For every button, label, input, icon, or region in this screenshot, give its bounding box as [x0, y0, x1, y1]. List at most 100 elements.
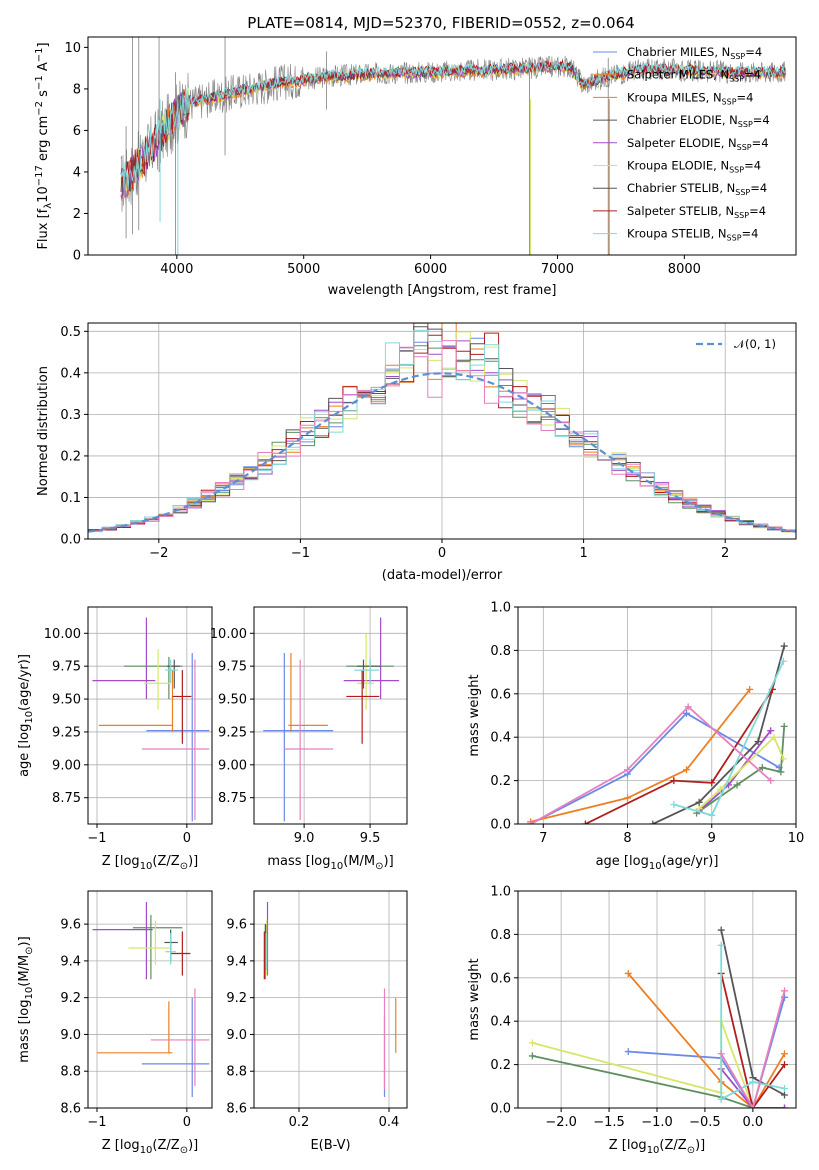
y-tick-label: 9.00 [52, 758, 81, 773]
x-tick-label: 5000 [287, 262, 320, 277]
y-tick-label: 0.1 [60, 491, 81, 506]
legend-entry: Kroupa MILES, NSSP=4 [627, 90, 753, 106]
x-tick-label: −2 [149, 546, 168, 561]
y-tick-label: 9.6 [226, 918, 247, 933]
x-axis-label: age [log10(age/yr)] [596, 854, 719, 872]
x-tick-label: 8000 [668, 262, 701, 277]
model-spectrum-line [120, 63, 787, 199]
x-tick-label: 0.4 [379, 1115, 400, 1130]
normal-curve [88, 372, 796, 533]
axes-frame [253, 606, 408, 825]
spectrum-curves [120, 37, 787, 255]
errorbars [263, 617, 400, 822]
y-tick-label: 10.00 [210, 627, 247, 642]
weight-marker [779, 657, 787, 665]
axes-frame [87, 322, 797, 540]
y-axis-label: mass [log10(M/M⊙)] [17, 936, 35, 1062]
weight-marker [670, 777, 678, 785]
y-tick-label: 9.2 [226, 991, 247, 1006]
weight-marker [777, 768, 785, 776]
y-tick-label: 0.0 [60, 533, 81, 548]
weight-marker [767, 727, 775, 735]
weight-line [698, 735, 785, 810]
y-tick-label: 9.00 [218, 758, 247, 773]
y-tick-label: 8.8 [226, 1065, 247, 1080]
y-tick-label: 9.50 [218, 693, 247, 708]
weight-marker [624, 766, 632, 774]
y-tick-label: 9.50 [52, 693, 81, 708]
y-tick-label: 9.75 [218, 660, 247, 675]
weight-marker [708, 779, 716, 787]
figure-title: PLATE=0814, MJD=52370, FIBERID=0552, z=0… [247, 14, 634, 32]
weight-marker [528, 1039, 536, 1047]
y-tick-label: 0.8 [490, 928, 511, 943]
y-tick-label: 0.6 [490, 971, 511, 986]
axes-frame [253, 890, 408, 1109]
weight-marker [780, 722, 788, 730]
errorbars [92, 617, 210, 822]
weight-marker [670, 800, 678, 808]
weight-marker [649, 820, 657, 824]
weight-marker [716, 785, 724, 793]
y-axis-label: mass weight [467, 958, 482, 1040]
y-tick-label: 1.0 [490, 885, 511, 900]
model-spectrum-line [120, 61, 787, 200]
axes-frame [87, 36, 797, 256]
weight-line [628, 997, 786, 1108]
y-axis-label: age [log10(age/yr)] [17, 654, 35, 777]
y-tick-label: 0.2 [490, 1058, 511, 1073]
x-tick-label: 4000 [160, 262, 193, 277]
legend-entry: Chabrier ELODIE, NSSP=4 [627, 113, 770, 129]
y-tick-label: 0.3 [60, 408, 81, 423]
y-tick-label: 8.8 [60, 1065, 81, 1080]
weight-marker [717, 941, 725, 949]
x-tick-label: 1 [579, 546, 587, 561]
spectrum-panel: 4000 5000 6000 7000 8000 0 2 4 6 8 10 wavelength [A… [34, 37, 787, 298]
y-tick-label: 0.4 [490, 1015, 511, 1030]
weight-line [720, 945, 785, 1101]
y-tick-label: 4 [73, 165, 81, 180]
x-axis-label: Z [log10(Z/Z⊙)] [609, 1138, 705, 1156]
weight-marker [749, 1104, 757, 1108]
age-vs-metallicity-panel: −1 0 8.75 9.00 9.25 9.50 9.75 10.00 Z [log10(Z/Z… [17, 606, 213, 872]
x-tick-label: −2.0 [545, 1115, 577, 1130]
x-axis-label: (data-model)/error [382, 568, 503, 583]
y-tick-label: 0.0 [490, 818, 511, 833]
weight-line [530, 712, 780, 824]
y-axis-label: mass weight [467, 674, 482, 756]
weight-marker [684, 703, 692, 711]
weight-marker [682, 709, 690, 717]
mass-vs-metallicity-panel: −1 0 8.6 8.8 9.0 9.2 9.4 9.6 Z [log10(Z/Z⊙)] mass… [17, 890, 213, 1156]
y-tick-label: 0.8 [490, 644, 511, 659]
model-spectrum-line [120, 60, 787, 191]
weight-line [720, 1068, 785, 1108]
y-tick-label: 0.4 [490, 731, 511, 746]
weight-marker [682, 766, 690, 774]
x-tick-label: 9 [708, 831, 716, 846]
weight-line [530, 705, 772, 824]
weight-line [585, 689, 774, 824]
x-tick-label: 7000 [541, 262, 574, 277]
x-tick-label: 0.0 [743, 1115, 764, 1130]
weight-lines [528, 926, 788, 1108]
weight-marker [527, 820, 535, 824]
weight-marker [779, 755, 787, 763]
y-tick-label: 8.75 [52, 791, 81, 806]
errorbars [92, 902, 210, 1097]
weight-vs-age-panel: 7 8 9 10 0.0 0.2 0.4 0.6 0.8 1.0 age [log10(age/yr… [467, 601, 804, 873]
x-axis-label: Z [log10(Z/Z⊙)] [102, 854, 198, 872]
weight-marker [754, 738, 762, 746]
weight-marker [624, 794, 632, 802]
axes-frame [517, 890, 797, 1109]
model-spectrum-line [120, 62, 787, 202]
y-tick-label: 0 [73, 249, 81, 264]
y-tick-label: 0.2 [490, 774, 511, 789]
weight-marker [695, 798, 703, 806]
x-tick-label: 9.0 [294, 831, 315, 846]
x-axis-label: E(B-V) [310, 1138, 350, 1153]
legend-entry: Salpeter MILES, NSSP=4 [627, 68, 761, 84]
weight-marker [758, 764, 766, 772]
x-tick-label: 9.5 [360, 831, 381, 846]
y-tick-label: 8.6 [60, 1102, 81, 1117]
